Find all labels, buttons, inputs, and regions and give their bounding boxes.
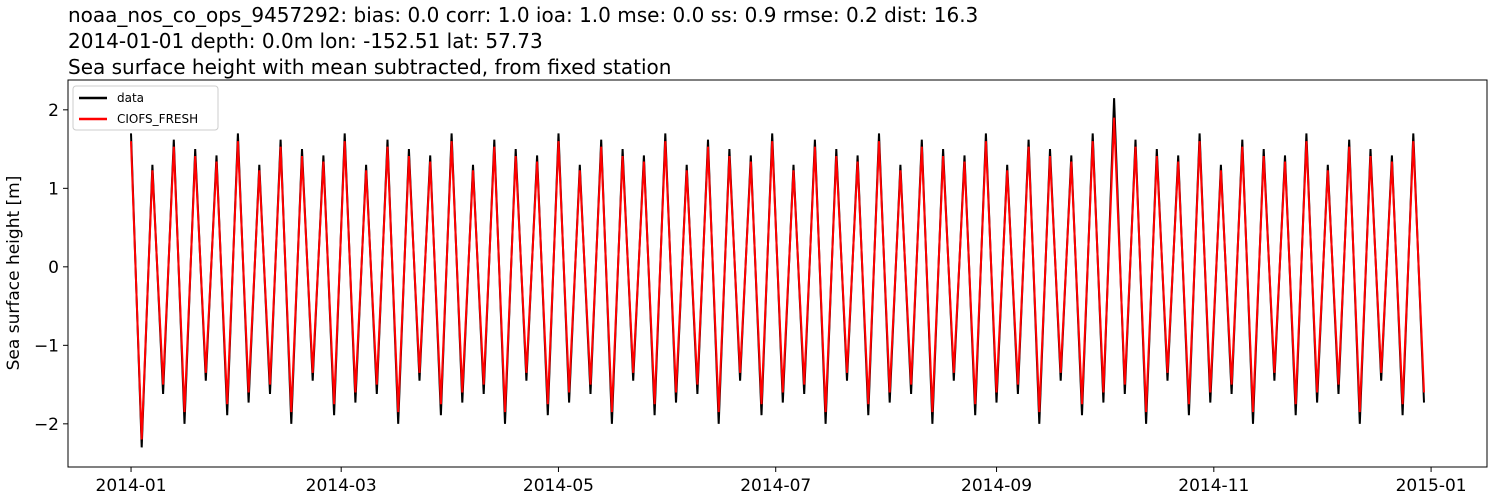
y-tick-label: 2 bbox=[48, 101, 59, 121]
y-tick-label: 0 bbox=[48, 258, 59, 278]
y-tick-label: −1 bbox=[34, 336, 59, 356]
chart-title: noaa_nos_co_ops_9457292: bias: 0.0 corr:… bbox=[68, 3, 978, 27]
plot-frame bbox=[67, 79, 1488, 468]
x-tick-label: 2014-11 bbox=[1178, 476, 1249, 496]
y-axis-label: Sea surface height [m] bbox=[4, 176, 24, 371]
y-tick-label: −2 bbox=[34, 415, 59, 435]
y-tick-label: 1 bbox=[48, 179, 59, 199]
chart-title: 2014-01-01 depth: 0.0m lon: -152.51 lat:… bbox=[68, 29, 543, 53]
chart-title: Sea surface height with mean subtracted,… bbox=[68, 55, 671, 79]
x-tick-label: 2014-03 bbox=[306, 476, 377, 496]
x-tick-label: 2015-01 bbox=[1396, 476, 1467, 496]
x-tick-label: 2014-01 bbox=[96, 476, 167, 496]
legend-label: CIOFS_FRESH bbox=[117, 112, 198, 126]
series-line bbox=[130, 117, 1425, 440]
legend-box bbox=[72, 85, 219, 131]
legend-label: data bbox=[117, 91, 144, 105]
x-tick-label: 2014-07 bbox=[740, 476, 811, 496]
x-tick-label: 2014-09 bbox=[961, 476, 1032, 496]
x-tick-label: 2014-05 bbox=[523, 476, 594, 496]
